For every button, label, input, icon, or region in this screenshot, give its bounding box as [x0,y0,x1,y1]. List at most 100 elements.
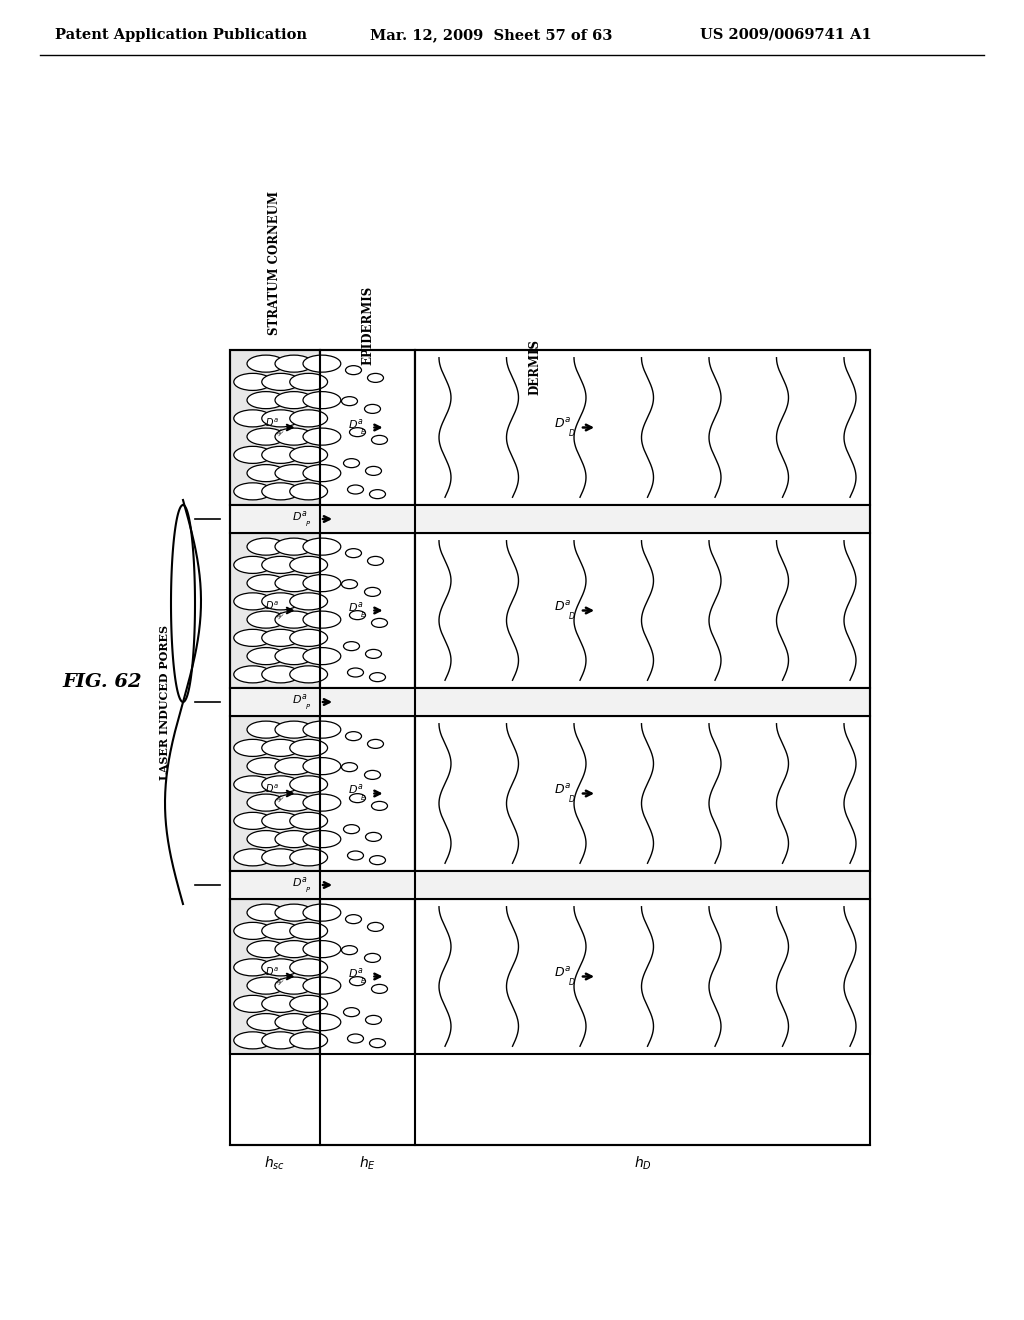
Bar [415,533,870,688]
Text: Mar. 12, 2009  Sheet 57 of 63: Mar. 12, 2009 Sheet 57 of 63 [370,28,612,42]
Ellipse shape [233,483,271,500]
Bar [230,715,319,871]
Text: $_D$: $_D$ [568,610,575,623]
Bar [319,899,415,1053]
Ellipse shape [343,642,359,651]
Ellipse shape [233,849,271,866]
Ellipse shape [275,830,312,847]
Text: $D^a$: $D^a$ [348,965,364,979]
Text: FIG. 62: FIG. 62 [62,673,141,690]
Ellipse shape [247,830,285,847]
Text: $h_{sc}$: $h_{sc}$ [264,1155,286,1172]
Ellipse shape [233,556,271,573]
Ellipse shape [303,392,341,409]
Ellipse shape [262,374,300,391]
Text: $_D$: $_D$ [568,793,575,805]
Ellipse shape [349,977,366,986]
Ellipse shape [365,587,381,597]
Ellipse shape [233,776,271,793]
Ellipse shape [233,812,271,829]
Ellipse shape [341,945,357,954]
Text: LASER INDUCED PORES: LASER INDUCED PORES [160,624,171,780]
Ellipse shape [290,630,328,647]
Text: $_E$: $_E$ [360,428,367,437]
Text: Patent Application Publication: Patent Application Publication [55,28,307,42]
Ellipse shape [262,446,300,463]
Ellipse shape [347,1034,364,1043]
Ellipse shape [262,812,300,829]
Ellipse shape [290,665,328,682]
Ellipse shape [303,830,341,847]
Ellipse shape [370,673,385,681]
Text: $_E$: $_E$ [360,977,367,986]
Ellipse shape [247,1014,285,1031]
Text: $_D$: $_D$ [568,977,575,989]
Ellipse shape [349,793,366,803]
Ellipse shape [233,630,271,647]
Text: STRATUM CORNEUM: STRATUM CORNEUM [268,191,282,335]
Ellipse shape [275,611,312,628]
Ellipse shape [372,436,387,445]
Ellipse shape [341,396,357,405]
Ellipse shape [275,1014,312,1031]
Ellipse shape [290,483,328,500]
Ellipse shape [290,812,328,829]
Ellipse shape [372,985,387,994]
Ellipse shape [247,977,285,994]
Ellipse shape [262,630,300,647]
Ellipse shape [365,771,381,779]
Text: $_{SC}$: $_{SC}$ [274,975,288,989]
Ellipse shape [370,490,385,499]
Ellipse shape [247,539,285,556]
Ellipse shape [275,795,312,812]
Ellipse shape [275,721,312,738]
Ellipse shape [347,668,364,677]
Ellipse shape [368,739,384,748]
Bar [415,899,870,1053]
Ellipse shape [275,941,312,957]
Ellipse shape [233,374,271,391]
Text: $D^a$: $D^a$ [264,599,279,611]
Ellipse shape [343,825,359,834]
Ellipse shape [341,579,357,589]
Ellipse shape [303,539,341,556]
Ellipse shape [343,1007,359,1016]
Text: $D^a$: $D^a$ [292,875,308,888]
Ellipse shape [262,556,300,573]
Ellipse shape [366,649,382,659]
Text: $D^a$: $D^a$ [554,783,571,796]
Ellipse shape [233,1032,271,1049]
Ellipse shape [345,366,361,375]
Ellipse shape [368,923,384,932]
Ellipse shape [275,977,312,994]
Ellipse shape [303,428,341,445]
Text: $_D$: $_D$ [568,428,575,440]
Ellipse shape [303,574,341,591]
Ellipse shape [290,958,328,975]
Ellipse shape [290,593,328,610]
Ellipse shape [247,392,285,409]
Ellipse shape [290,1032,328,1049]
Bar [230,899,319,1053]
Text: $_{SC}$: $_{SC}$ [274,792,288,805]
Ellipse shape [247,904,285,921]
Text: $_P$: $_P$ [305,886,311,895]
Ellipse shape [247,648,285,665]
Text: $_P$: $_P$ [305,519,311,529]
Text: $D^a$: $D^a$ [292,692,308,706]
Ellipse shape [275,428,312,445]
Bar [230,533,319,688]
Ellipse shape [290,995,328,1012]
Ellipse shape [347,851,364,861]
Ellipse shape [233,446,271,463]
Ellipse shape [303,355,341,372]
Bar [415,715,870,871]
Ellipse shape [247,795,285,812]
Ellipse shape [233,958,271,975]
Ellipse shape [290,923,328,940]
Ellipse shape [290,849,328,866]
Ellipse shape [290,776,328,793]
Ellipse shape [233,409,271,426]
Text: $D^a$: $D^a$ [554,417,571,430]
Ellipse shape [366,466,382,475]
